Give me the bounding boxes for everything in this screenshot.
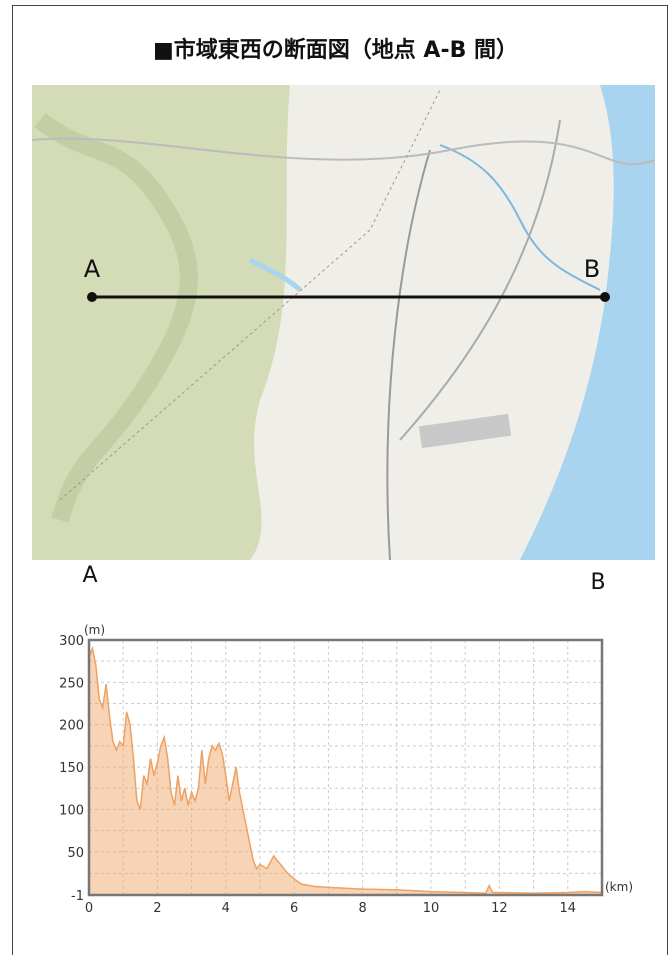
map: A B A B <box>0 0 671 600</box>
y-tick-label: 150 <box>59 761 84 776</box>
x-axis-label: (km) <box>605 880 633 894</box>
y-tick-label: 250 <box>59 676 84 691</box>
x-tick-label: 6 <box>290 901 298 916</box>
map-image <box>32 85 655 560</box>
area <box>89 648 602 894</box>
x-tick-label: 10 <box>423 901 440 916</box>
y-axis-label: (m) <box>84 623 105 637</box>
point-a <box>87 292 97 302</box>
y-tick-label: 50 <box>67 846 84 861</box>
page: {"title": "■市域東西の断面図（地点 A-B 間）", "map": … <box>0 0 671 955</box>
profile-label: B <box>590 570 605 595</box>
x-tick-label: 0 <box>85 901 93 916</box>
map-label: A <box>84 255 101 283</box>
y-tick-label: 200 <box>59 719 84 734</box>
point-b <box>600 292 610 302</box>
y-tick-label: -1 <box>71 889 84 904</box>
x-tick-label: 2 <box>153 901 161 916</box>
y-tick-label: 100 <box>59 803 84 818</box>
x-tick-label: 8 <box>358 901 366 916</box>
chart: 0 2 4 6 8 10 12 14 -1 50 100 150 200 250 300(m) (km) <box>0 600 671 940</box>
x-tick-label: 14 <box>560 901 577 916</box>
x-tick-label: 4 <box>222 901 230 916</box>
map-label: B <box>584 255 600 283</box>
x-tick-label: 12 <box>491 901 508 916</box>
y-tick-label: 300 <box>59 634 84 649</box>
profile-label: A <box>82 563 97 588</box>
